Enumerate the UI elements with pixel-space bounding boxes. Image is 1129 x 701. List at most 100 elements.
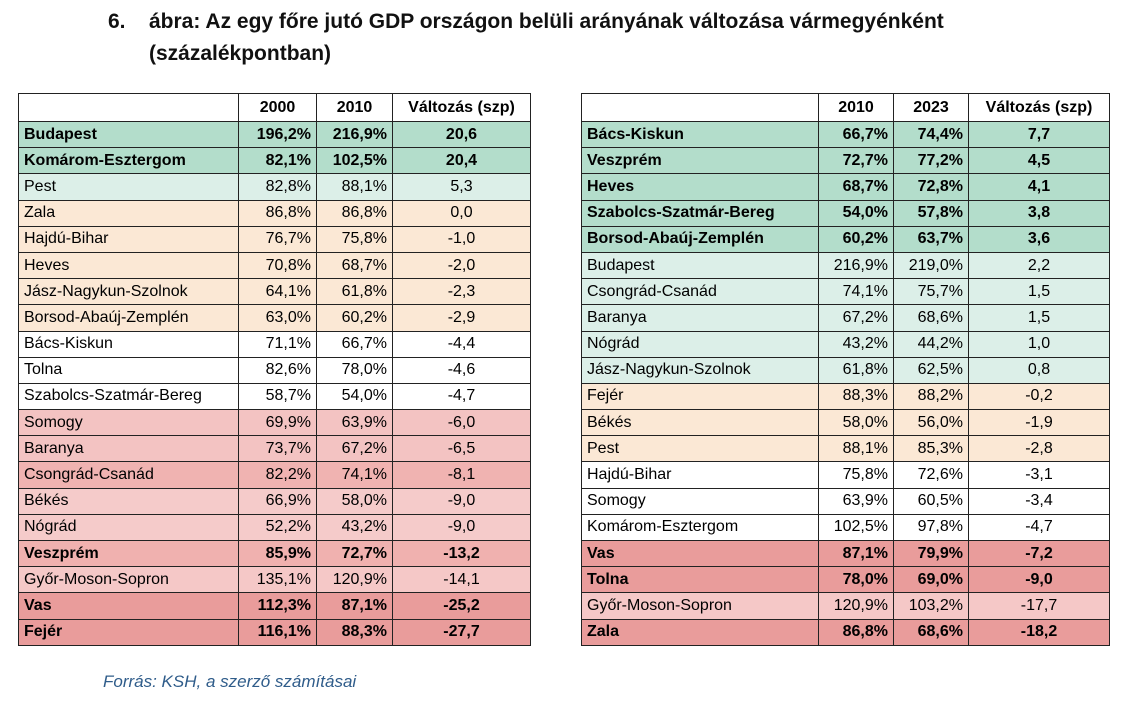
value-cell: -2,8 — [968, 435, 1110, 463]
value-cell: 72,6% — [893, 461, 969, 489]
table-row: Békés 58,0% 56,0% -1,9 — [581, 409, 1110, 437]
value-cell: -3,4 — [968, 487, 1110, 515]
value-cell: 63,9% — [316, 409, 393, 437]
value-cell: 82,6% — [238, 356, 317, 384]
value-cell: -8,1 — [392, 461, 531, 489]
value-cell: 66,9% — [238, 487, 317, 515]
value-cell: 61,8% — [316, 278, 393, 306]
table-row: Fejér 116,1% 88,3% -27,7 — [18, 618, 531, 646]
county-cell: Somogy — [581, 487, 819, 515]
county-cell: Csongrád-Csanád — [18, 461, 239, 489]
county-cell: Veszprém — [581, 147, 819, 175]
county-cell: Békés — [581, 409, 819, 437]
value-cell: 73,7% — [238, 435, 317, 463]
table-row: Borsod-Abaúj-Zemplén 60,2% 63,7% 3,6 — [581, 225, 1110, 253]
value-cell: 7,7 — [968, 120, 1110, 149]
value-cell: 120,9% — [818, 592, 894, 620]
value-cell: 43,2% — [818, 330, 894, 358]
value-cell: 1,0 — [968, 330, 1110, 358]
value-cell: -4,7 — [392, 382, 531, 411]
table-row: Bács-Kiskun 66,7% 74,4% 7,7 — [581, 120, 1110, 149]
value-cell: 86,8% — [316, 199, 393, 227]
table-row: Békés 66,9% 58,0% -9,0 — [18, 487, 531, 515]
table-row: Győr-Moson-Sopron 120,9% 103,2% -17,7 — [581, 592, 1110, 620]
value-cell: -6,5 — [392, 435, 531, 463]
value-cell: -4,6 — [392, 356, 531, 384]
county-cell: Fejér — [18, 618, 239, 646]
value-cell: 3,8 — [968, 199, 1110, 227]
value-cell: 0,0 — [392, 199, 531, 227]
value-cell: 72,7% — [818, 147, 894, 175]
value-cell: 60,5% — [893, 487, 969, 515]
value-cell: 74,4% — [893, 120, 969, 149]
county-cell: Bács-Kiskun — [18, 330, 239, 358]
value-cell: 82,2% — [238, 461, 317, 489]
county-cell: Győr-Moson-Sopron — [581, 592, 819, 620]
county-cell: Zala — [18, 199, 239, 227]
table-row: Pest 82,8% 88,1% 5,3 — [18, 173, 531, 201]
source-note: Forrás: KSH, a szerző számításai — [103, 672, 357, 691]
value-cell: 103,2% — [893, 592, 969, 620]
value-cell: -7,2 — [968, 539, 1110, 568]
value-cell: -2,3 — [392, 278, 531, 306]
table-row: Somogy 69,9% 63,9% -6,0 — [18, 409, 531, 437]
value-cell: 74,1% — [316, 461, 393, 489]
table-row: Szabolcs-Szatmár-Bereg 58,7% 54,0% -4,7 — [18, 382, 531, 411]
table-row: Szabolcs-Szatmár-Bereg 54,0% 57,8% 3,8 — [581, 199, 1110, 227]
table-row: Jász-Nagykun-Szolnok 61,8% 62,5% 0,8 — [581, 356, 1110, 384]
value-cell: 63,0% — [238, 304, 317, 332]
table-row: Fejér 88,3% 88,2% -0,2 — [581, 382, 1110, 411]
value-cell: 58,0% — [818, 409, 894, 437]
value-cell: -2,0 — [392, 251, 531, 280]
table-row: Nógrád 52,2% 43,2% -9,0 — [18, 513, 531, 542]
value-cell: 70,8% — [238, 251, 317, 280]
value-cell: 0,8 — [968, 356, 1110, 384]
value-cell: 54,0% — [316, 382, 393, 411]
table-row: Veszprém 72,7% 77,2% 4,5 — [581, 147, 1110, 175]
header-cell — [18, 93, 239, 122]
table-row: Hajdú-Bihar 76,7% 75,8% -1,0 — [18, 225, 531, 253]
value-cell: 75,7% — [893, 278, 969, 306]
county-cell: Pest — [18, 173, 239, 201]
table-row: Baranya 67,2% 68,6% 1,5 — [581, 304, 1110, 332]
value-cell: -25,2 — [392, 592, 531, 620]
value-cell: 82,8% — [238, 173, 317, 201]
value-cell: 97,8% — [893, 513, 969, 542]
value-cell: 85,9% — [238, 539, 317, 568]
value-cell: 88,2% — [893, 382, 969, 411]
value-cell: 64,1% — [238, 278, 317, 306]
value-cell: -9,0 — [968, 566, 1110, 594]
county-cell: Komárom-Esztergom — [18, 147, 239, 175]
value-cell: 52,2% — [238, 513, 317, 542]
table-row: Hajdú-Bihar 75,8% 72,6% -3,1 — [581, 461, 1110, 489]
figure-caption: ábra: Az egy főre jutó GDP országon belü… — [149, 10, 944, 65]
value-cell: 69,0% — [893, 566, 969, 594]
value-cell: 75,8% — [316, 225, 393, 253]
table-row: Heves 70,8% 68,7% -2,0 — [18, 251, 531, 280]
value-cell: 79,9% — [893, 539, 969, 568]
county-cell: Hajdú-Bihar — [581, 461, 819, 489]
value-cell: 57,8% — [893, 199, 969, 227]
county-cell: Békés — [18, 487, 239, 515]
value-cell: 62,5% — [893, 356, 969, 384]
value-cell: 86,8% — [238, 199, 317, 227]
value-cell: 20,6 — [392, 120, 531, 149]
value-cell: -2,9 — [392, 304, 531, 332]
value-cell: 3,6 — [968, 225, 1110, 253]
value-cell: 2,2 — [968, 251, 1110, 280]
county-cell: Nógrád — [581, 330, 819, 358]
table-row: Győr-Moson-Sopron 135,1% 120,9% -14,1 — [18, 566, 531, 594]
value-cell: 219,0% — [893, 251, 969, 280]
county-cell: Csongrád-Csanád — [581, 278, 819, 306]
value-cell: -6,0 — [392, 409, 531, 437]
table-row: Komárom-Esztergom 102,5% 97,8% -4,7 — [581, 513, 1110, 542]
figure-number: 6. — [108, 10, 126, 33]
value-cell: 60,2% — [818, 225, 894, 253]
county-cell: Heves — [18, 251, 239, 280]
value-cell: 63,7% — [893, 225, 969, 253]
county-cell: Jász-Nagykun-Szolnok — [18, 278, 239, 306]
county-cell: Győr-Moson-Sopron — [18, 566, 239, 594]
value-cell: 77,2% — [893, 147, 969, 175]
value-cell: 61,8% — [818, 356, 894, 384]
table-row: Zala 86,8% 86,8% 0,0 — [18, 199, 531, 227]
